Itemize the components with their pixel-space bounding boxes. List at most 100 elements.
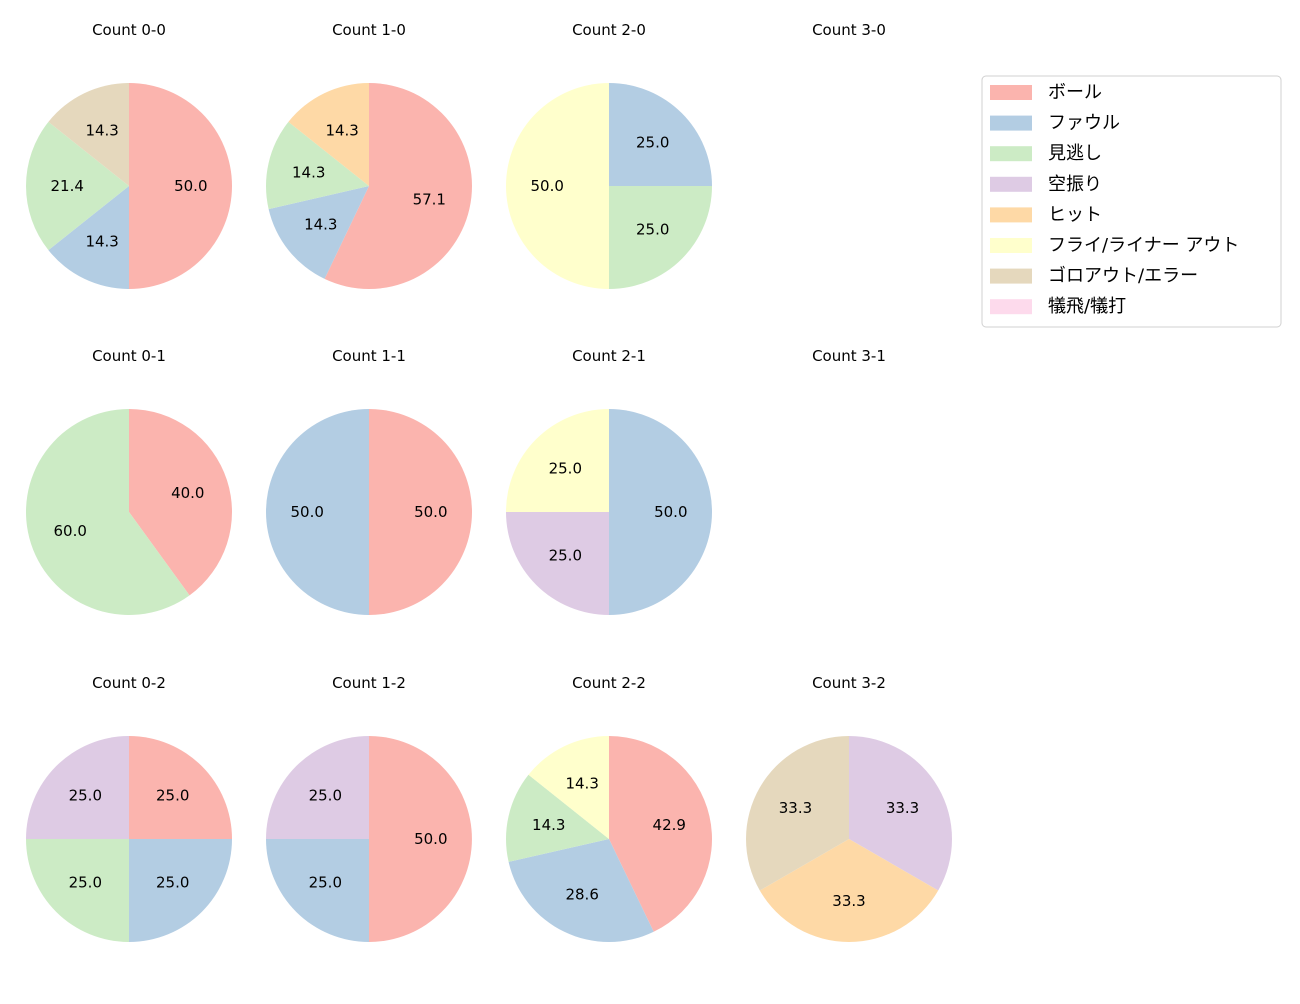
legend-swatch <box>990 115 1032 131</box>
pie-slice <box>506 83 609 289</box>
legend-label: ファウル <box>1048 113 1120 134</box>
slice-label: 25.0 <box>309 874 342 892</box>
pie-slice <box>609 186 712 289</box>
legend-label: フライ/ライナー アウト <box>1048 235 1239 256</box>
legend-swatch <box>990 207 1032 223</box>
pie-slice <box>324 83 472 290</box>
slice-label: 50.0 <box>174 177 207 195</box>
slice-label: 50.0 <box>654 503 687 521</box>
pie-slice <box>129 736 232 839</box>
pie-title: Count 2-0 <box>572 21 646 39</box>
legend-label: 見逃し <box>1048 143 1102 164</box>
slice-label: 14.3 <box>325 121 358 139</box>
pie-count-1-1: Count 1-1 50.0 50.0 <box>266 347 472 615</box>
slice-label: 40.0 <box>171 484 204 502</box>
pie-title: Count 2-2 <box>572 674 646 692</box>
slice-label: 42.9 <box>653 816 686 834</box>
slice-label: 14.3 <box>532 816 565 834</box>
pie-slice <box>26 839 129 942</box>
pie-title: Count 2-1 <box>572 347 646 365</box>
slice-label: 25.0 <box>549 547 582 565</box>
pie-slice <box>25 409 190 615</box>
legend-frame <box>981 75 1282 328</box>
pie-count-2-0: Count 2-0 25.0 25.0 50.0 <box>506 21 712 289</box>
legend-swatch <box>990 176 1032 192</box>
pie-count-1-0: Count 1-0 57.1 14.3 14.3 14.3 <box>265 21 472 290</box>
pie-title: Count 0-0 <box>92 21 166 39</box>
legend-swatch <box>990 146 1032 162</box>
slice-label: 50.0 <box>530 177 563 195</box>
pie-title: Count 1-2 <box>332 674 406 692</box>
pie-slice <box>266 736 369 839</box>
slice-label: 50.0 <box>414 503 447 521</box>
pie-slice <box>369 736 472 942</box>
pie-count-0-1: Count 0-1 40.0 60.0 <box>25 347 232 615</box>
pie-slice <box>129 839 232 942</box>
pie-count-1-2: Count 1-2 50.0 25.0 25.0 <box>266 674 472 942</box>
pie-slice <box>266 839 369 942</box>
pie-count-2-1: Count 2-1 50.0 25.0 25.0 <box>506 347 712 615</box>
pie-count-0-2: Count 0-2 25.0 25.0 25.0 25.0 <box>26 674 232 942</box>
pie-slice <box>288 83 369 186</box>
pie-slice <box>26 121 129 251</box>
legend-swatch <box>990 268 1032 284</box>
pie-slice <box>48 83 130 186</box>
slice-label: 25.0 <box>69 786 102 804</box>
pie-slice <box>26 736 129 839</box>
slice-label: 25.0 <box>156 786 189 804</box>
slice-label: 14.3 <box>565 774 598 792</box>
pie-slice <box>506 774 609 862</box>
pie-slice <box>48 186 130 289</box>
pie-slice <box>129 409 232 596</box>
slice-label: 60.0 <box>54 522 87 540</box>
slice-label: 25.0 <box>156 874 189 892</box>
slice-label: 57.1 <box>413 191 446 209</box>
pie-slice <box>528 736 609 839</box>
slice-label: 14.3 <box>85 233 118 251</box>
legend-label: 空振り <box>1048 174 1102 195</box>
slice-label: 21.4 <box>50 177 83 195</box>
pie-slice <box>849 736 952 891</box>
pie-slice <box>506 409 609 512</box>
slice-label: 14.3 <box>292 163 325 181</box>
slice-label: 33.3 <box>832 892 865 910</box>
slice-label: 25.0 <box>309 786 342 804</box>
pie-title: Count 0-2 <box>92 674 166 692</box>
slice-label: 50.0 <box>414 830 447 848</box>
pie-title: Count 3-0 <box>812 21 886 39</box>
pie-count-0-0: Count 0-0 50.0 14.3 21.4 14.3 <box>26 21 232 289</box>
legend-label: ヒット <box>1048 204 1102 225</box>
slice-label: 33.3 <box>886 799 919 817</box>
legend-label: 犠飛/犠打 <box>1048 296 1126 317</box>
pie-slice <box>508 839 654 943</box>
slice-label: 25.0 <box>636 133 669 151</box>
legend-swatch <box>990 85 1032 100</box>
pie-slice <box>609 409 712 615</box>
pie-slice <box>609 83 712 186</box>
slice-label: 33.3 <box>779 799 812 817</box>
slice-label: 25.0 <box>636 221 669 239</box>
pie-slice <box>268 186 369 279</box>
pie-slice <box>506 512 609 615</box>
pie-title: Count 3-1 <box>812 347 886 365</box>
pie-slice <box>745 736 849 891</box>
slice-label: 28.6 <box>565 886 598 904</box>
legend-label: ゴロアウト/エラー <box>1048 266 1198 287</box>
slice-label: 14.3 <box>304 216 337 234</box>
pie-count-3-2: Count 3-2 33.3 33.3 33.3 <box>745 674 952 942</box>
pie-title: Count 1-1 <box>332 347 406 365</box>
slice-label: 25.0 <box>549 459 582 477</box>
pie-slice <box>759 839 939 942</box>
pie-slice <box>609 736 713 932</box>
slice-label: 14.3 <box>85 121 118 139</box>
slice-label: 50.0 <box>290 503 323 521</box>
slice-label: 25.0 <box>69 874 102 892</box>
pie-slice <box>129 83 232 289</box>
pie-count-3-1: Count 3-1 <box>812 347 886 365</box>
pie-count-3-0: Count 3-0 <box>812 21 886 39</box>
pie-slice <box>265 121 369 210</box>
pie-title: Count 1-0 <box>332 21 406 39</box>
pie-slice <box>369 409 472 615</box>
